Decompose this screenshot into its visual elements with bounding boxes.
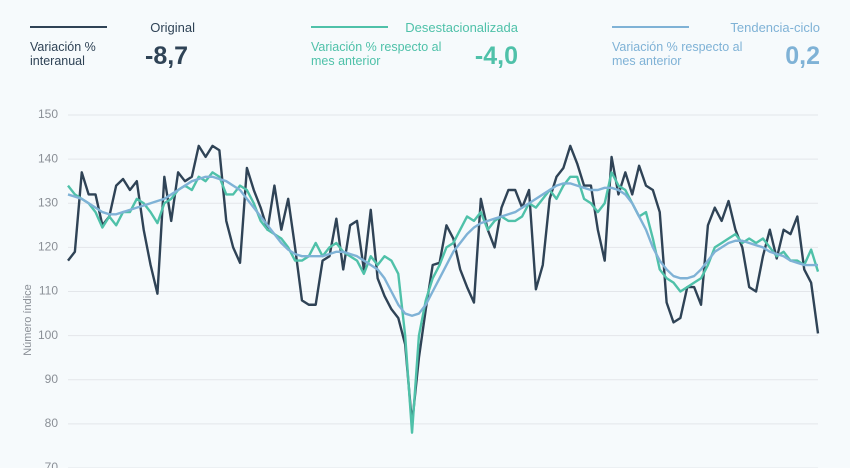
stat-caption: Variación % interanual: [30, 40, 96, 68]
legend-label: Original: [150, 20, 195, 35]
series-line: [67, 144, 820, 426]
legend-label: Tendencia-ciclo: [730, 20, 820, 35]
stat-block: Tendencia-ciclo Variación % respecto al m…: [612, 14, 820, 74]
y-tick-label: 100: [38, 328, 58, 342]
y-axis-label: Número índice: [22, 284, 34, 356]
legend-line: [311, 26, 388, 28]
stat-caption: Variación % respecto al mes anterior: [612, 40, 743, 68]
stat-block: Original Variación % interanual -8,7: [30, 14, 195, 74]
y-tick-label: 120: [38, 240, 58, 254]
legend-label: Desestacionalizada: [405, 20, 518, 35]
legend-line: [612, 26, 689, 28]
stat-value: 0,2: [785, 42, 820, 70]
y-tick-label: 70: [45, 460, 59, 468]
y-tick-label: 110: [39, 284, 58, 298]
series-line: [67, 175, 818, 317]
stat-caption: Variación % respecto al mes anterior: [311, 40, 442, 68]
stat-value: -4,0: [474, 42, 518, 70]
y-tick-label: 140: [38, 151, 58, 165]
y-tick-label: 90: [45, 372, 59, 386]
series-line: [67, 171, 820, 434]
y-tick-label: 80: [45, 416, 59, 430]
y-tick-label: 150: [38, 107, 58, 121]
stat-block: Desestacionalizada Variación % respecto a…: [311, 14, 518, 74]
legend-line: [30, 26, 107, 28]
stat-value: -8,7: [145, 42, 189, 70]
y-tick-label: 130: [38, 195, 58, 209]
